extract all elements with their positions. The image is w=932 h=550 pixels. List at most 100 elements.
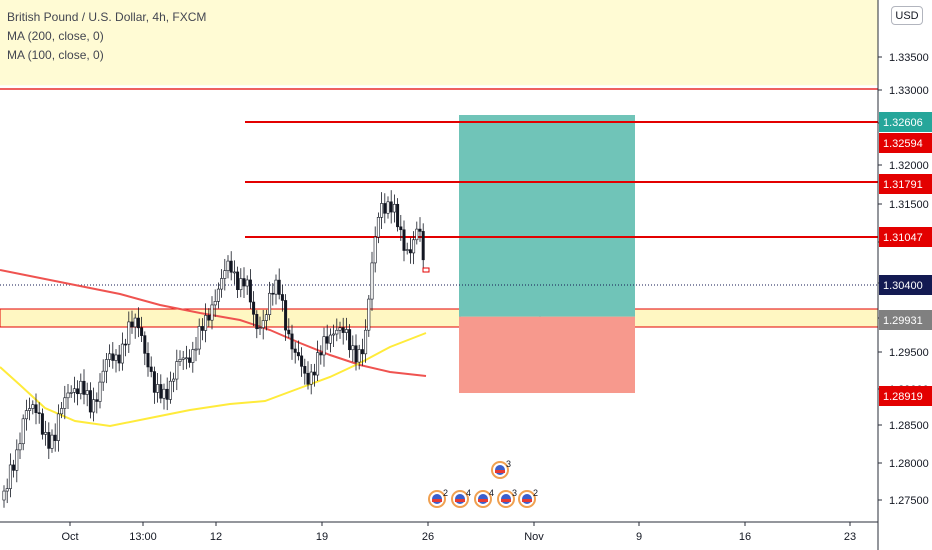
candle-down — [207, 315, 211, 321]
candle-up — [223, 270, 227, 279]
candle-up — [194, 348, 198, 351]
candle-up — [101, 370, 105, 383]
candle-up — [258, 327, 262, 330]
candle-up — [66, 392, 70, 399]
candle-up — [168, 380, 172, 400]
price-tag-current — [879, 275, 932, 295]
chart-legend: British Pound / U.S. Dollar, 4h, FXCM MA… — [7, 8, 206, 65]
candle-up — [268, 292, 272, 315]
candle-up — [60, 408, 64, 415]
candle-down — [421, 231, 425, 261]
event-count: 3 — [506, 459, 511, 469]
candle-up — [5, 488, 9, 492]
event-count: 2 — [443, 488, 448, 498]
price-tag-stop — [879, 386, 932, 406]
candle-up — [133, 317, 137, 328]
candle-up — [181, 357, 185, 360]
candle-down — [200, 326, 204, 331]
price-tick-label: 1.32000 — [889, 160, 929, 172]
candle-up — [373, 236, 377, 264]
candle-up — [114, 354, 118, 361]
candle-up — [386, 201, 390, 214]
price-tag-label: 1.32594 — [883, 138, 923, 150]
candle-down — [165, 388, 169, 400]
candle-down — [399, 226, 403, 231]
ma200-legend: MA (200, close, 0) — [7, 29, 104, 43]
candle-up — [108, 353, 112, 360]
candle-down — [88, 390, 92, 413]
candle-down — [287, 329, 291, 335]
time-tick-label: Nov — [524, 531, 544, 543]
candle-up — [191, 349, 195, 363]
candle-up — [72, 388, 76, 393]
candle-up — [261, 320, 265, 328]
candle-up — [28, 408, 32, 411]
candle-up — [197, 326, 201, 350]
event-badge-stripe — [432, 499, 442, 502]
candle-up — [18, 443, 22, 451]
candle-down — [325, 336, 329, 344]
candle-up — [405, 249, 409, 251]
candle-down — [143, 335, 147, 354]
candle-up — [204, 315, 208, 331]
price-tag-level — [879, 227, 932, 247]
candle-up — [175, 361, 179, 380]
candles — [2, 190, 425, 508]
candle-down — [229, 260, 233, 273]
event-badge-stripe — [501, 499, 511, 502]
price-tag-profit — [879, 112, 932, 132]
candle-up — [85, 390, 89, 395]
candle-down — [303, 366, 307, 374]
candle-down — [111, 353, 115, 361]
candle-up — [213, 301, 217, 306]
candle-up — [104, 359, 108, 372]
candle-up — [127, 321, 131, 345]
candle-down — [354, 345, 358, 363]
candle-down — [146, 353, 150, 368]
event-count: 3 — [512, 488, 517, 498]
candle-down — [152, 371, 156, 393]
candle-up — [56, 413, 60, 441]
symbol-title: British Pound / U.S. Dollar, 4h, FXCM — [7, 10, 207, 24]
event-count: 4 — [466, 488, 471, 498]
candle-up — [226, 260, 230, 272]
highlight-zone — [0, 0, 878, 86]
candle-up — [120, 343, 124, 364]
candle-down — [12, 464, 16, 471]
price-tag-level — [879, 174, 932, 194]
event-count: 2 — [533, 488, 538, 498]
candle-up — [367, 298, 371, 331]
candle-up — [370, 262, 374, 300]
time-tick-label: 13:00 — [129, 531, 157, 543]
event-badge-stripe — [478, 499, 488, 502]
candle-down — [277, 279, 281, 295]
candle-up — [92, 399, 96, 413]
candle-up — [351, 345, 355, 351]
candle-up — [162, 388, 166, 399]
time-tick-label: 23 — [844, 531, 856, 543]
candle-down — [280, 294, 284, 301]
time-tick-label: 9 — [636, 531, 642, 543]
candle-down — [252, 301, 256, 315]
currency-button[interactable]: USD — [891, 6, 923, 25]
candle-down — [53, 434, 57, 441]
candle-down — [136, 317, 140, 329]
candle-up — [220, 278, 224, 290]
candle-up — [98, 381, 102, 402]
candle-up — [332, 333, 336, 336]
candle-up — [245, 279, 249, 287]
candle-up — [21, 418, 25, 445]
candle-down — [402, 229, 406, 251]
candle-up — [335, 329, 339, 335]
time-tick-label: 26 — [422, 531, 434, 543]
time-tick-label: 12 — [210, 531, 222, 543]
ma200-line — [0, 269, 427, 377]
candle-up — [69, 392, 73, 394]
candle-up — [31, 404, 35, 409]
candle-down — [188, 357, 192, 363]
candle-down — [34, 404, 38, 413]
candle-up — [2, 490, 6, 501]
candle-down — [76, 388, 80, 395]
candle-down — [293, 348, 297, 353]
